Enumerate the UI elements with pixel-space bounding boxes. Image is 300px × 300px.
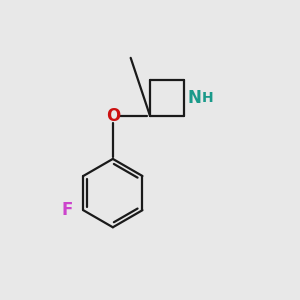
- Text: F: F: [61, 201, 73, 219]
- Text: N: N: [187, 89, 201, 107]
- Text: O: O: [106, 107, 120, 125]
- Text: H: H: [202, 91, 214, 105]
